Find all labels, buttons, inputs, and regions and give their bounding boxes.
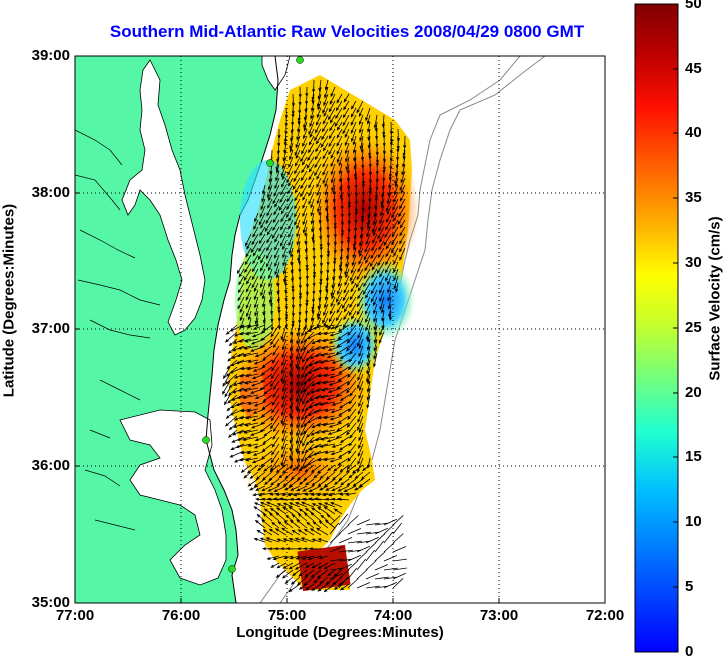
- colorbar: [634, 3, 679, 653]
- river-lines: [75, 129, 161, 531]
- station-marker: [202, 436, 210, 444]
- x-tick-label: 77:00: [55, 607, 95, 624]
- colorbar-tick-label: 0: [685, 643, 694, 660]
- y-tick-label: 39:00: [31, 47, 70, 64]
- velocity-orange-coast: [240, 375, 265, 420]
- colorbar-tick-label: 30: [685, 254, 702, 271]
- grid-lines: [75, 56, 605, 603]
- colorbar-tick-label: 20: [685, 384, 702, 401]
- delaware-bay: [261, 56, 291, 91]
- x-tick-label: 73:00: [479, 607, 519, 624]
- coastline: [205, 56, 279, 603]
- chesapeake-bay: [121, 59, 206, 336]
- colorbar-tick-label: 35: [685, 189, 702, 206]
- y-axis-label: Latitude (Degrees:Minutes): [0, 203, 18, 398]
- x-tick-label: 74:00: [373, 607, 413, 624]
- pamlico-sound: [119, 409, 227, 586]
- colorbar-ticks: [673, 68, 678, 588]
- velocity-arrows: [221, 79, 407, 593]
- station-marker: [228, 565, 236, 573]
- map-title: Southern Mid-Atlantic Raw Velocities 200…: [109, 22, 585, 41]
- velocity-blue-east: [355, 260, 415, 340]
- station-marker: [266, 159, 274, 167]
- x-tick-label: 72:00: [585, 607, 625, 624]
- colorbar-tick-label: 40: [685, 124, 702, 141]
- x-tick-label: 76:00: [161, 607, 201, 624]
- colorbar-tick-label: 5: [685, 578, 694, 595]
- colorbar-tick-label: 50: [685, 0, 702, 12]
- velocity-vectors: [221, 79, 407, 593]
- y-tick-label: 38:00: [31, 184, 70, 201]
- colorbar-tick-label: 25: [685, 319, 702, 336]
- colorbar-tick-label: 10: [685, 513, 702, 530]
- y-tick-label: 36:00: [31, 457, 70, 474]
- colorbar-tick-label: 15: [685, 448, 702, 465]
- x-tick-label: 75:00: [267, 607, 307, 624]
- station-marker: [296, 56, 304, 64]
- y-tick-label: 37:00: [31, 320, 70, 337]
- colorbar-label: Surface Velocity (cm/s): [706, 216, 724, 381]
- y-tick-label: 35:00: [31, 594, 70, 611]
- x-axis-label: Longitude (Degrees:Minutes): [236, 624, 444, 641]
- velocity-blue-east-2: [330, 315, 380, 375]
- colorbar-tick-label: 45: [685, 60, 702, 77]
- axis-tick-marks: [75, 192, 500, 603]
